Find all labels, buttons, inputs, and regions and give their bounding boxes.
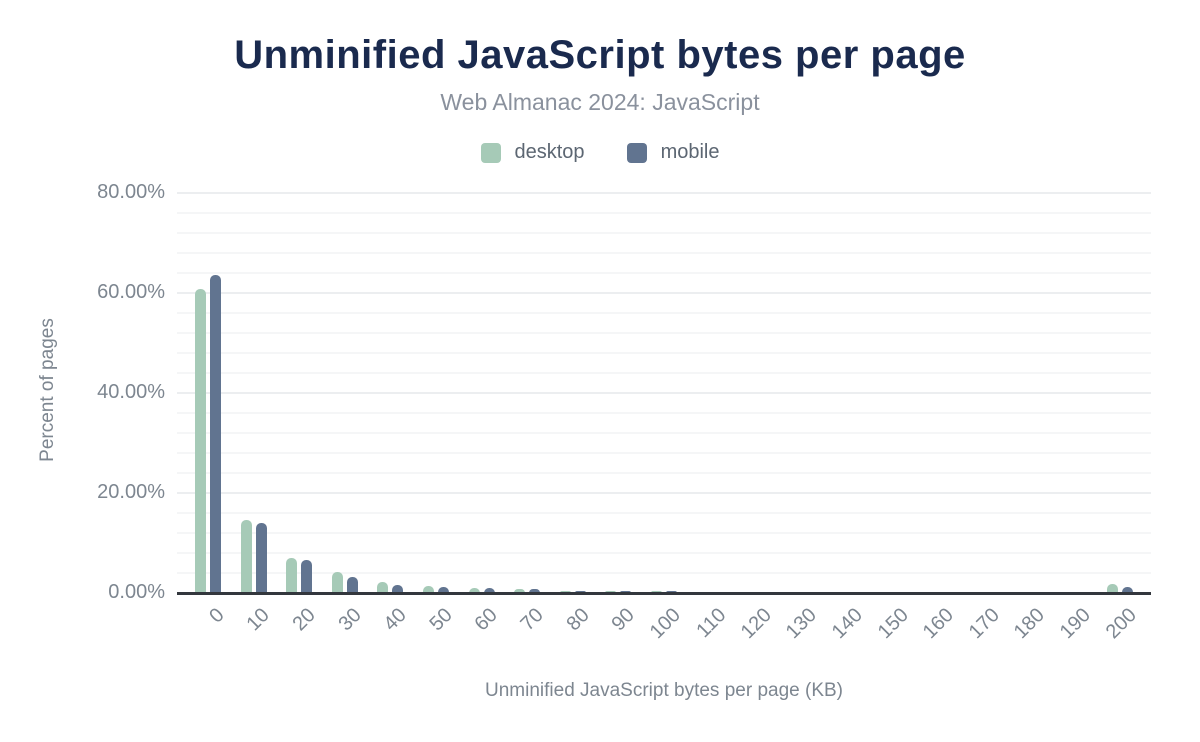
x-tick-label: 130 — [782, 604, 822, 644]
x-tick-label: 100 — [645, 604, 685, 644]
bar-desktop-0 — [195, 289, 206, 593]
bar-desktop-60 — [468, 587, 480, 593]
x-tick-label: 10 — [242, 604, 275, 636]
x-tick-label: 50 — [425, 604, 457, 636]
minor-gridline — [177, 252, 1151, 254]
minor-gridline — [177, 372, 1151, 374]
bar-mobile-70 — [529, 588, 541, 593]
minor-gridline — [177, 272, 1151, 274]
legend-label-mobile: mobile — [660, 141, 720, 163]
bar-mobile-100 — [666, 590, 677, 593]
bar-mobile-50 — [438, 587, 449, 593]
x-tick-label: 70 — [516, 604, 548, 636]
minor-gridline — [177, 452, 1151, 454]
bar-desktop-20 — [286, 558, 298, 593]
major-gridline — [177, 292, 1151, 294]
x-axis-line — [177, 592, 1151, 595]
chart-title: Unminified JavaScript bytes per page — [234, 33, 966, 77]
minor-gridline — [177, 532, 1151, 534]
x-tick-label: 0 — [205, 604, 229, 628]
minor-gridline — [177, 212, 1151, 214]
x-tick-label: 180 — [1010, 604, 1050, 644]
y-tick-label: 60.00% — [97, 281, 165, 303]
minor-gridline — [177, 352, 1151, 354]
x-axis-title: Unminified JavaScript bytes per page (KB… — [485, 680, 843, 701]
desktop-series-swatch — [480, 142, 501, 163]
bar-desktop-200 — [1107, 584, 1118, 593]
legend-item-mobile: mobile — [626, 141, 720, 164]
minor-gridline — [177, 432, 1151, 434]
bar-mobile-40 — [392, 584, 404, 593]
bar-mobile-10 — [255, 522, 267, 593]
minor-gridline — [177, 552, 1151, 554]
x-tick-label: 30 — [334, 604, 366, 636]
bar-desktop-50 — [423, 586, 434, 593]
bar-mobile-200 — [1122, 587, 1133, 593]
y-tick-label: 80.00% — [97, 181, 165, 203]
legend-label-desktop: desktop — [514, 141, 585, 163]
y-tick-label: 0.00% — [108, 581, 165, 603]
y-tick-label: 20.00% — [97, 481, 165, 503]
x-tick-label: 140 — [827, 604, 867, 644]
x-tick-label: 170 — [964, 604, 1004, 644]
major-gridline — [177, 192, 1151, 194]
x-tick-label: 20 — [288, 604, 320, 636]
x-tick-label: 160 — [919, 604, 959, 644]
bar-desktop-10 — [240, 520, 252, 593]
legend-item-desktop: desktop — [480, 141, 585, 164]
bar-desktop-70 — [514, 589, 526, 593]
minor-gridline — [177, 332, 1151, 334]
bar-mobile-20 — [301, 560, 313, 593]
bar-mobile-80 — [574, 590, 586, 593]
bar-desktop-40 — [377, 582, 389, 593]
legend: desktop mobile — [0, 141, 1200, 164]
minor-gridline — [177, 512, 1151, 514]
bar-mobile-30 — [346, 576, 358, 593]
x-tick-label: 190 — [1055, 604, 1095, 644]
x-tick-label: 150 — [873, 604, 913, 644]
y-tick-label: 40.00% — [97, 381, 165, 403]
x-tick-label: 80 — [562, 604, 594, 636]
x-tick-label: 200 — [1101, 604, 1141, 644]
x-tick-label: 90 — [607, 604, 639, 636]
x-tick-label: 60 — [470, 604, 503, 636]
bar-mobile-90 — [620, 590, 632, 593]
minor-gridline — [177, 572, 1151, 574]
chart-subtitle: Web Almanac 2024: JavaScript — [440, 89, 760, 115]
major-gridline — [177, 492, 1151, 494]
x-tick-label: 40 — [379, 604, 411, 636]
minor-gridline — [177, 472, 1151, 474]
bar-mobile-60 — [483, 587, 495, 593]
minor-gridline — [177, 312, 1151, 314]
bar-desktop-30 — [331, 572, 343, 593]
mobile-series-swatch — [626, 142, 647, 163]
bar-mobile-0 — [210, 275, 221, 593]
minor-gridline — [177, 412, 1151, 414]
major-gridline — [177, 392, 1151, 394]
x-tick-label: 120 — [736, 604, 776, 644]
x-tick-label: 110 — [692, 604, 731, 643]
minor-gridline — [177, 232, 1151, 234]
